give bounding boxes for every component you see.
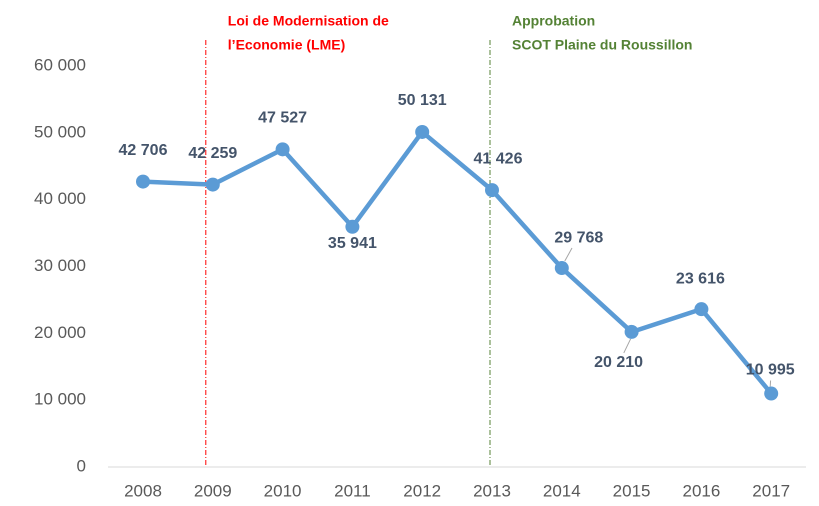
point <box>275 142 290 157</box>
value-label: 35 941 <box>328 235 377 252</box>
x-tick-label: 2011 <box>334 481 371 500</box>
x-tick-label: 2015 <box>613 481 651 500</box>
value-label: 42 706 <box>119 142 168 159</box>
x-tick-label: 2009 <box>194 481 232 500</box>
value-label: 10 995 <box>746 362 795 379</box>
value-label: 42 259 <box>188 145 237 162</box>
x-tick-label: 2012 <box>403 481 441 500</box>
point <box>345 219 360 234</box>
value-label: 41 426 <box>474 150 523 167</box>
point <box>205 177 220 192</box>
x-tick-label: 2016 <box>682 481 720 500</box>
y-tick-label: 30 000 <box>34 256 86 275</box>
point <box>694 302 709 317</box>
annotation-text: Loi de Modernisation de <box>228 13 389 29</box>
x-tick-label: 2014 <box>543 481 581 500</box>
value-label: 29 768 <box>554 229 603 246</box>
y-tick-label: 0 <box>77 456 86 475</box>
annotation-text: l’Economie (LME) <box>228 37 345 53</box>
y-tick-label: 20 000 <box>34 323 86 342</box>
y-tick-label: 40 000 <box>34 189 86 208</box>
point <box>485 183 499 198</box>
x-tick-label: 2008 <box>124 481 162 500</box>
point <box>624 324 639 339</box>
series-line <box>142 129 773 395</box>
point <box>136 174 150 189</box>
value-label: 20 210 <box>594 354 643 371</box>
point <box>764 386 779 401</box>
value-label: 50 131 <box>398 92 447 109</box>
value-label: 47 527 <box>258 110 307 127</box>
x-tick-label: 2010 <box>264 481 302 500</box>
x-tick-label: 2013 <box>473 481 511 500</box>
annotation-text: SCOT Plaine du Roussillon <box>512 37 692 53</box>
y-tick-label: 60 000 <box>34 55 86 74</box>
point <box>554 261 569 276</box>
point <box>415 124 430 139</box>
y-tick-label: 10 000 <box>34 390 86 409</box>
x-tick-label: 2017 <box>752 481 790 500</box>
value-label: 23 616 <box>676 270 725 287</box>
annotation-text: Approbation <box>512 13 595 29</box>
leader-line <box>623 338 632 354</box>
leader-line <box>564 247 573 262</box>
y-tick-label: 50 000 <box>34 122 86 141</box>
